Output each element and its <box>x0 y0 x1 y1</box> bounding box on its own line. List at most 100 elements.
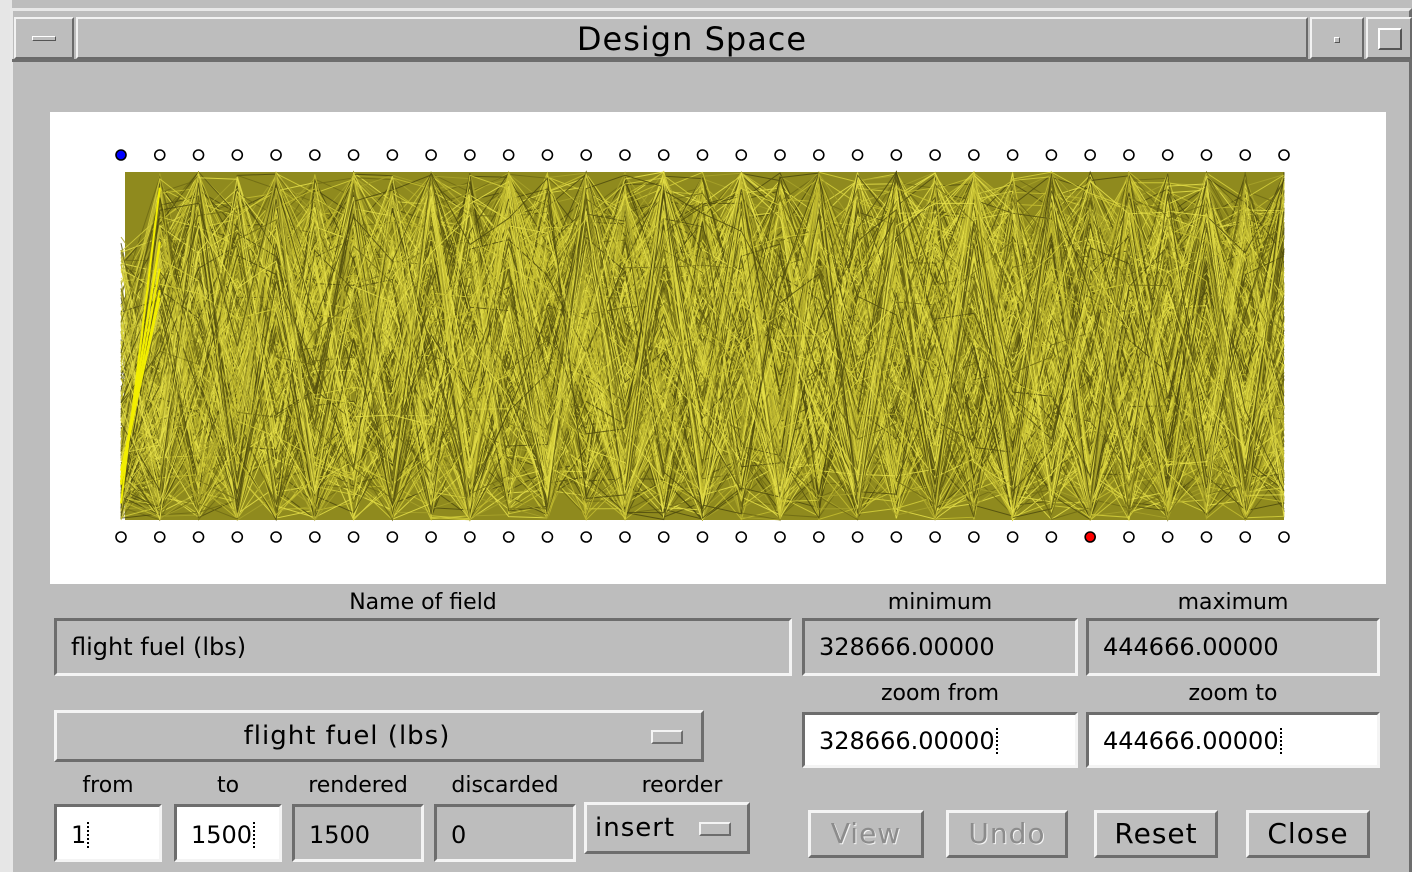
data-line <box>120 171 1285 487</box>
bottom-axis-handle[interactable] <box>270 531 282 543</box>
bottom-axis-handle[interactable] <box>464 531 476 543</box>
close-button[interactable]: Close <box>1246 810 1370 858</box>
bottom-axis-handle[interactable] <box>812 531 825 543</box>
text-cursor-icon <box>1279 728 1285 754</box>
top-axis-handles[interactable] <box>115 149 1290 161</box>
top-axis-handle[interactable] <box>774 149 786 161</box>
top-axis-handle[interactable] <box>1123 149 1135 161</box>
bottom-axis-handles[interactable] <box>115 531 1290 543</box>
data-line <box>120 172 1285 516</box>
data-line <box>120 171 1285 508</box>
to-input[interactable]: 1500 <box>174 804 282 862</box>
bottom-axis-handle[interactable] <box>696 531 709 543</box>
bottom-axis-handle[interactable] <box>386 531 399 543</box>
bottom-axis-handle[interactable] <box>657 531 670 543</box>
top-axis-handle[interactable] <box>309 149 321 161</box>
bottom-axis-handle[interactable] <box>1084 531 1096 543</box>
top-axis-handle[interactable] <box>153 149 166 161</box>
data-line <box>120 171 1285 509</box>
top-axis-handle[interactable] <box>1161 149 1174 161</box>
reorder-value: insert <box>595 813 676 843</box>
undo-button[interactable]: Undo <box>946 810 1068 858</box>
top-axis-handle[interactable] <box>619 149 631 161</box>
bottom-axis-handle[interactable] <box>735 531 748 543</box>
text-cursor-icon <box>87 822 92 848</box>
top-axis-handle[interactable] <box>968 149 980 161</box>
zoom-from-input[interactable]: 328666.00000 <box>802 712 1078 768</box>
top-axis-handle[interactable] <box>386 149 399 161</box>
reset-button[interactable]: Reset <box>1094 810 1218 858</box>
top-axis-handle[interactable] <box>890 149 903 161</box>
minimize-button[interactable] <box>1310 17 1364 59</box>
bottom-axis-handle[interactable] <box>619 531 631 543</box>
top-axis-handle[interactable] <box>1278 149 1290 161</box>
top-axis-handle[interactable] <box>1239 149 1252 161</box>
plot-canvas[interactable] <box>50 112 1386 584</box>
bottom-axis-handle[interactable] <box>153 531 166 543</box>
top-axis-handle[interactable] <box>580 149 593 161</box>
top-axis-handle[interactable] <box>231 149 244 161</box>
minimize-icon <box>1334 37 1340 43</box>
top-axis-handle[interactable] <box>812 149 825 161</box>
top-axis-handle[interactable] <box>851 149 864 161</box>
bottom-axis-handle[interactable] <box>192 531 205 543</box>
option-menu-icon <box>651 730 683 744</box>
parallel-coordinates-plot[interactable] <box>50 112 1386 584</box>
data-line <box>120 171 1285 497</box>
top-axis-handle[interactable] <box>347 149 360 161</box>
bottom-axis-handle[interactable] <box>502 531 515 543</box>
bottom-axis-handle[interactable] <box>1200 531 1213 543</box>
view-button[interactable]: View <box>808 810 924 858</box>
field-selector[interactable]: flight fuel (lbs) <box>54 710 704 762</box>
data-line <box>120 174 1285 513</box>
top-axis-handle[interactable] <box>696 149 709 161</box>
bottom-axis-handle[interactable] <box>774 531 786 543</box>
top-axis-handle[interactable] <box>1045 149 1058 161</box>
top-axis-handle[interactable] <box>1006 149 1019 161</box>
data-line <box>120 172 1285 520</box>
bottom-axis-handle[interactable] <box>1123 531 1135 543</box>
top-axis-handle[interactable] <box>929 149 941 161</box>
bottom-axis-handle[interactable] <box>309 531 321 543</box>
top-axis-handle[interactable] <box>657 149 670 161</box>
zoom-to-input[interactable]: 444666.00000 <box>1086 712 1380 768</box>
window-menu-button[interactable] <box>14 17 74 59</box>
bottom-axis-handle[interactable] <box>347 531 360 543</box>
name-of-field-label: Name of field <box>349 590 497 615</box>
top-axis-handle[interactable] <box>541 149 554 161</box>
bottom-axis-handle[interactable] <box>541 531 554 543</box>
bottom-axis-handle[interactable] <box>115 531 127 543</box>
bottom-axis-handle[interactable] <box>968 531 980 543</box>
data-line <box>120 173 1285 522</box>
desktop-edge <box>0 0 12 872</box>
top-axis-handle[interactable] <box>1084 149 1096 161</box>
rendered-display: 1500 <box>292 804 424 862</box>
top-axis-handle[interactable] <box>425 149 437 161</box>
bottom-axis-handle[interactable] <box>1161 531 1174 543</box>
bottom-axis-handle[interactable] <box>890 531 903 543</box>
bottom-axis-handle[interactable] <box>425 531 437 543</box>
to-value: 1500 <box>191 821 253 849</box>
from-input[interactable]: 1 <box>54 804 162 862</box>
bottom-axis-handle[interactable] <box>1006 531 1019 543</box>
top-axis-handle[interactable] <box>192 149 205 161</box>
bottom-axis-handle[interactable] <box>1045 531 1058 543</box>
top-axis-handle[interactable] <box>1200 149 1213 161</box>
maximum-display: 444666.00000 <box>1086 618 1380 676</box>
bottom-axis-handle[interactable] <box>851 531 864 543</box>
top-axis-handle[interactable] <box>115 149 127 161</box>
window-title-bar[interactable]: Design Space <box>76 17 1308 59</box>
bottom-axis-handle[interactable] <box>580 531 593 543</box>
top-axis-handle[interactable] <box>502 149 515 161</box>
top-axis-handle[interactable] <box>464 149 476 161</box>
bottom-axis-handle[interactable] <box>1278 531 1290 543</box>
top-axis-handle[interactable] <box>270 149 282 161</box>
data-line <box>120 181 1285 520</box>
bottom-axis-handle[interactable] <box>231 531 244 543</box>
top-axis-handle[interactable] <box>735 149 748 161</box>
reorder-selector[interactable]: insert <box>584 802 750 854</box>
bottom-axis-handle[interactable] <box>1239 531 1252 543</box>
bottom-axis-handle[interactable] <box>929 531 941 543</box>
maximize-button[interactable] <box>1366 17 1412 59</box>
zoom-from-value: 328666.00000 <box>819 727 995 755</box>
